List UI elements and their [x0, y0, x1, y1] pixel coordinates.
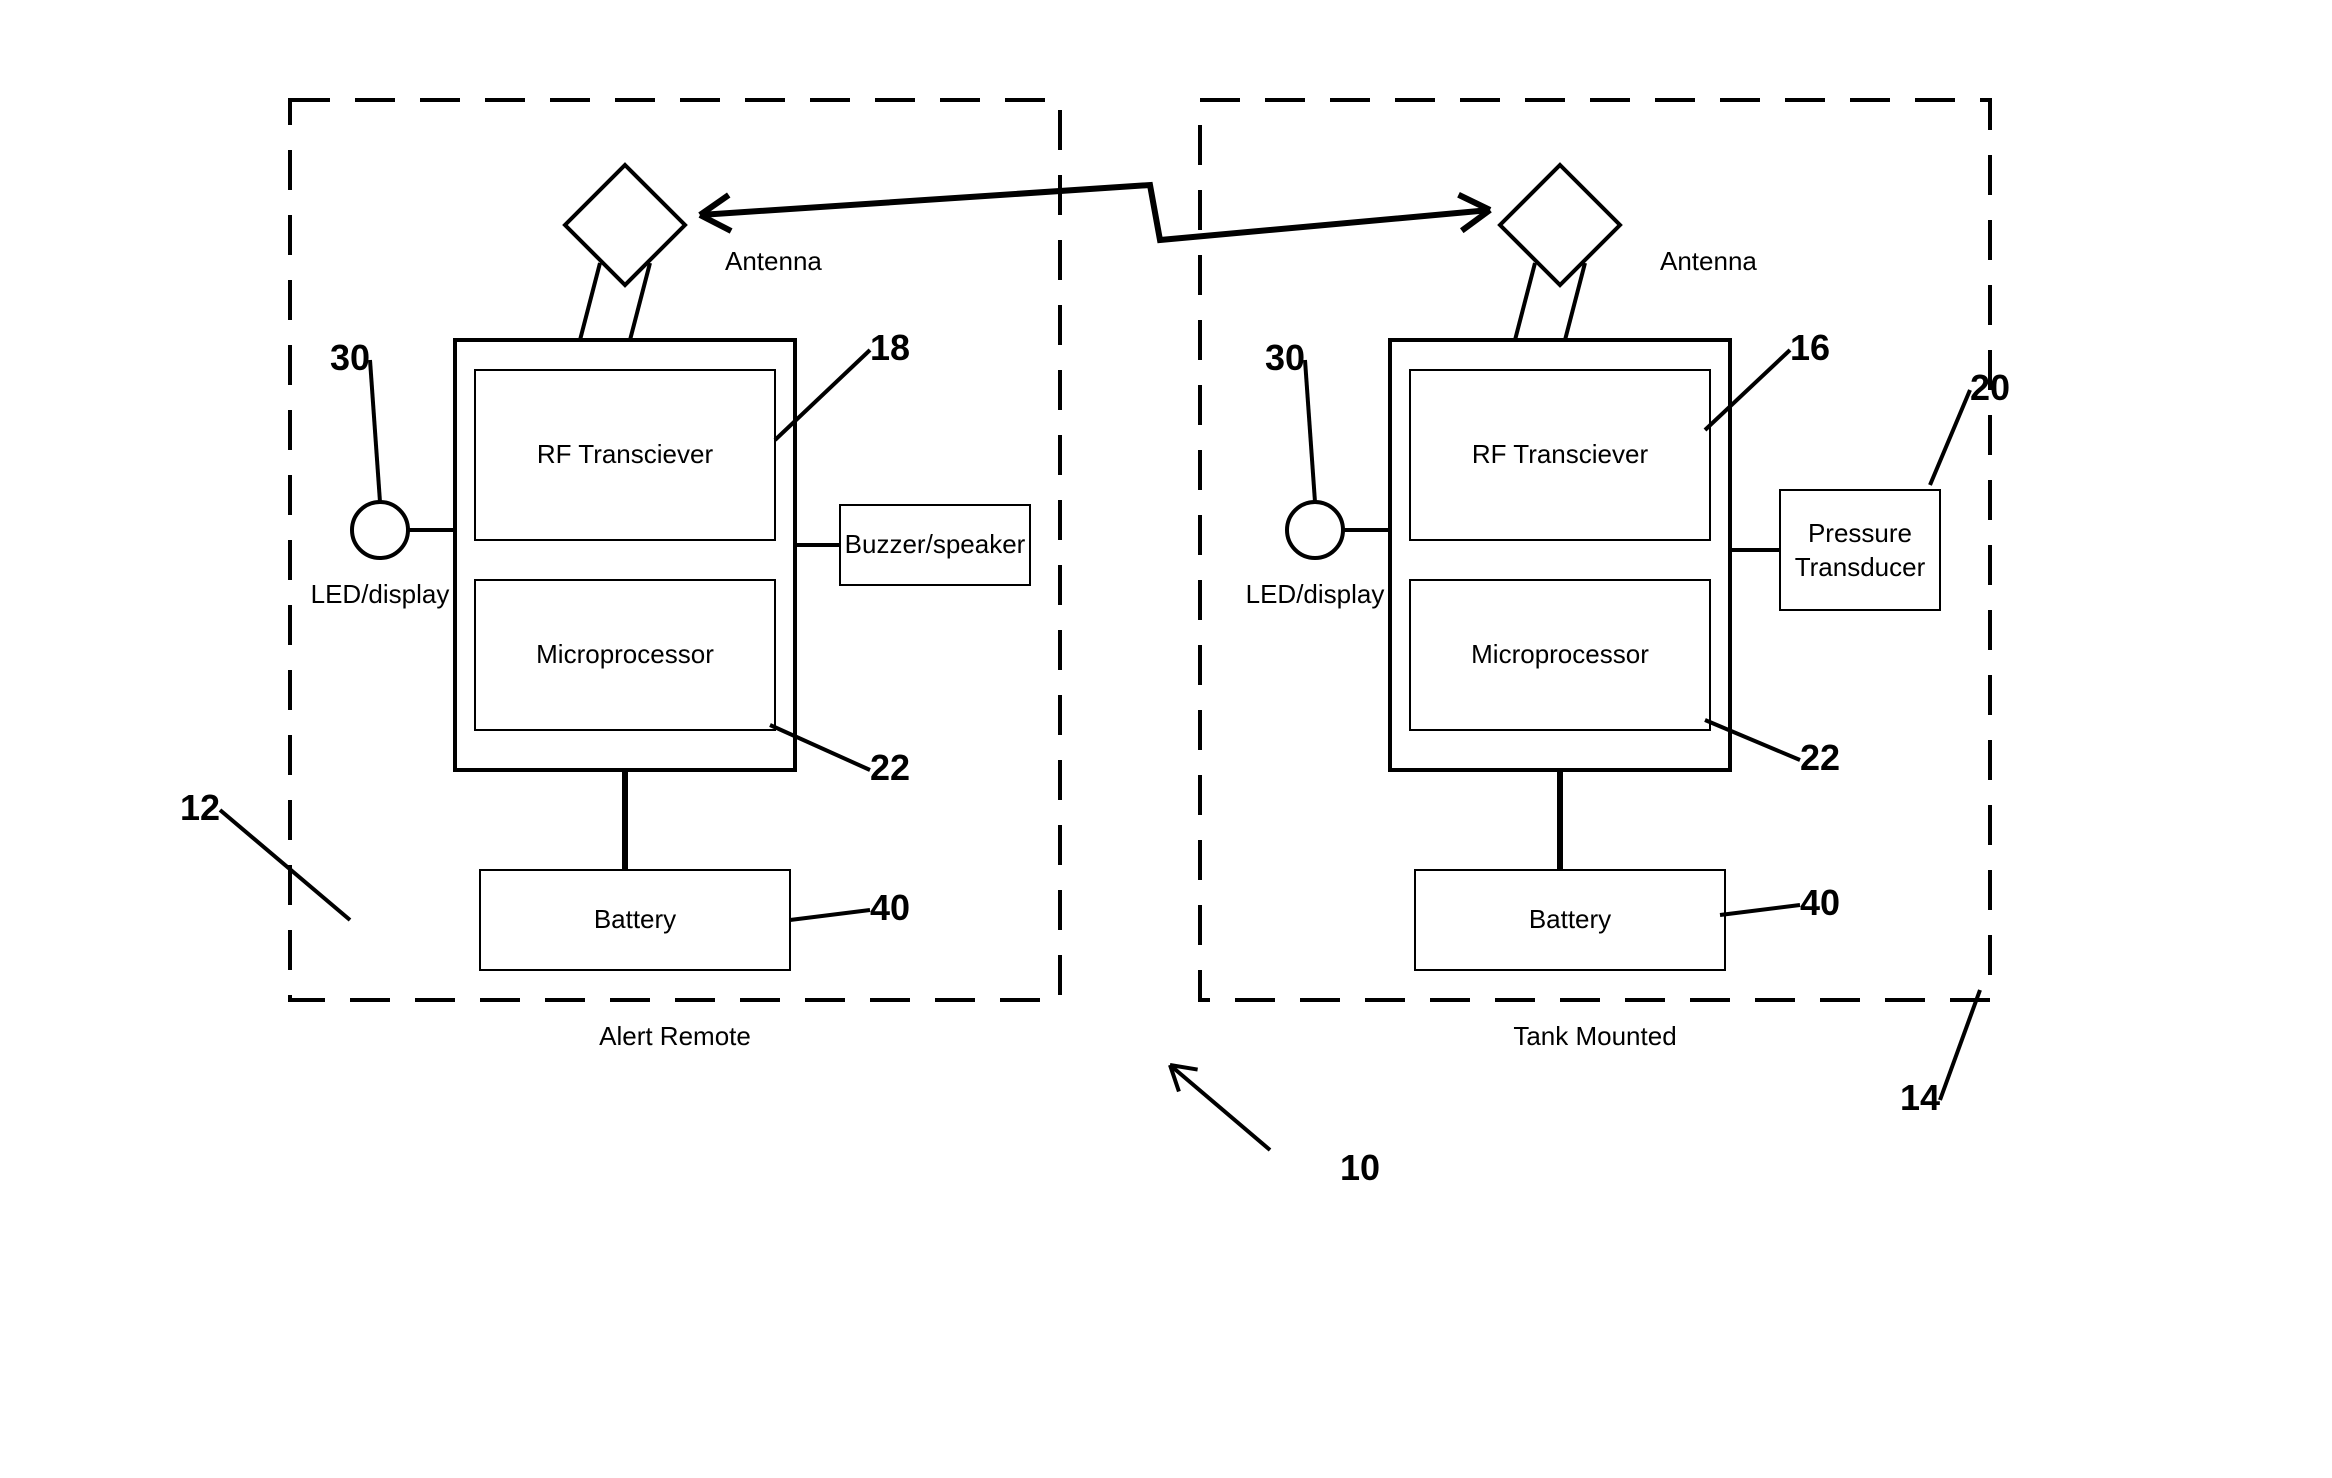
reference-number: 40: [870, 887, 910, 928]
microprocessor-label: Microprocessor: [536, 639, 714, 669]
module-caption: Tank Mounted: [1513, 1021, 1676, 1051]
reference-number: 30: [1265, 337, 1305, 378]
led-display-label: LED/display: [1246, 579, 1385, 609]
antenna-label: Antenna: [1660, 246, 1757, 276]
reference-number: 30: [330, 337, 370, 378]
rf-transceiver-label: RF Transciever: [1472, 439, 1649, 469]
side-block: [1780, 490, 1940, 610]
rf-transceiver-label: RF Transciever: [537, 439, 714, 469]
reference-leader: [1305, 360, 1315, 502]
module-boundary: [1200, 100, 1990, 1000]
main-enclosure: [455, 340, 795, 770]
reference-leader: [1720, 905, 1800, 915]
rf-link-arrow: [700, 185, 1490, 240]
reference-leader: [370, 360, 380, 502]
led-display-label: LED/display: [311, 579, 450, 609]
reference-number: 16: [1790, 327, 1830, 368]
reference-number: 14: [1900, 1077, 1940, 1118]
reference-number: 22: [1800, 737, 1840, 778]
microprocessor-label: Microprocessor: [1471, 639, 1649, 669]
reference-number: 10: [1340, 1147, 1380, 1188]
antenna-diamond: [565, 165, 685, 285]
reference-leader: [1705, 350, 1790, 430]
module-caption: Alert Remote: [599, 1021, 751, 1051]
led-display-icon: [352, 502, 408, 558]
reference-number: 18: [870, 327, 910, 368]
svg-text:Transducer: Transducer: [1795, 552, 1926, 582]
reference-leader: [220, 810, 350, 920]
system-reference-arrow: [1170, 1065, 1270, 1150]
antenna-diamond: [1500, 165, 1620, 285]
battery-label: Battery: [1529, 904, 1611, 934]
antenna-label: Antenna: [725, 246, 822, 276]
reference-leader: [770, 725, 870, 770]
reference-leader: [1705, 720, 1800, 760]
svg-text:Pressure: Pressure: [1808, 518, 1912, 548]
side-block-label: Buzzer/speaker: [845, 529, 1026, 559]
reference-leader: [1930, 390, 1970, 485]
reference-leader: [790, 910, 870, 920]
reference-number: 22: [870, 747, 910, 788]
reference-number: 20: [1970, 367, 2010, 408]
led-display-icon: [1287, 502, 1343, 558]
reference-leader: [775, 350, 870, 440]
reference-number: 40: [1800, 882, 1840, 923]
battery-label: Battery: [594, 904, 676, 934]
reference-leader: [1940, 990, 1980, 1100]
reference-number: 12: [180, 787, 220, 828]
main-enclosure: [1390, 340, 1730, 770]
